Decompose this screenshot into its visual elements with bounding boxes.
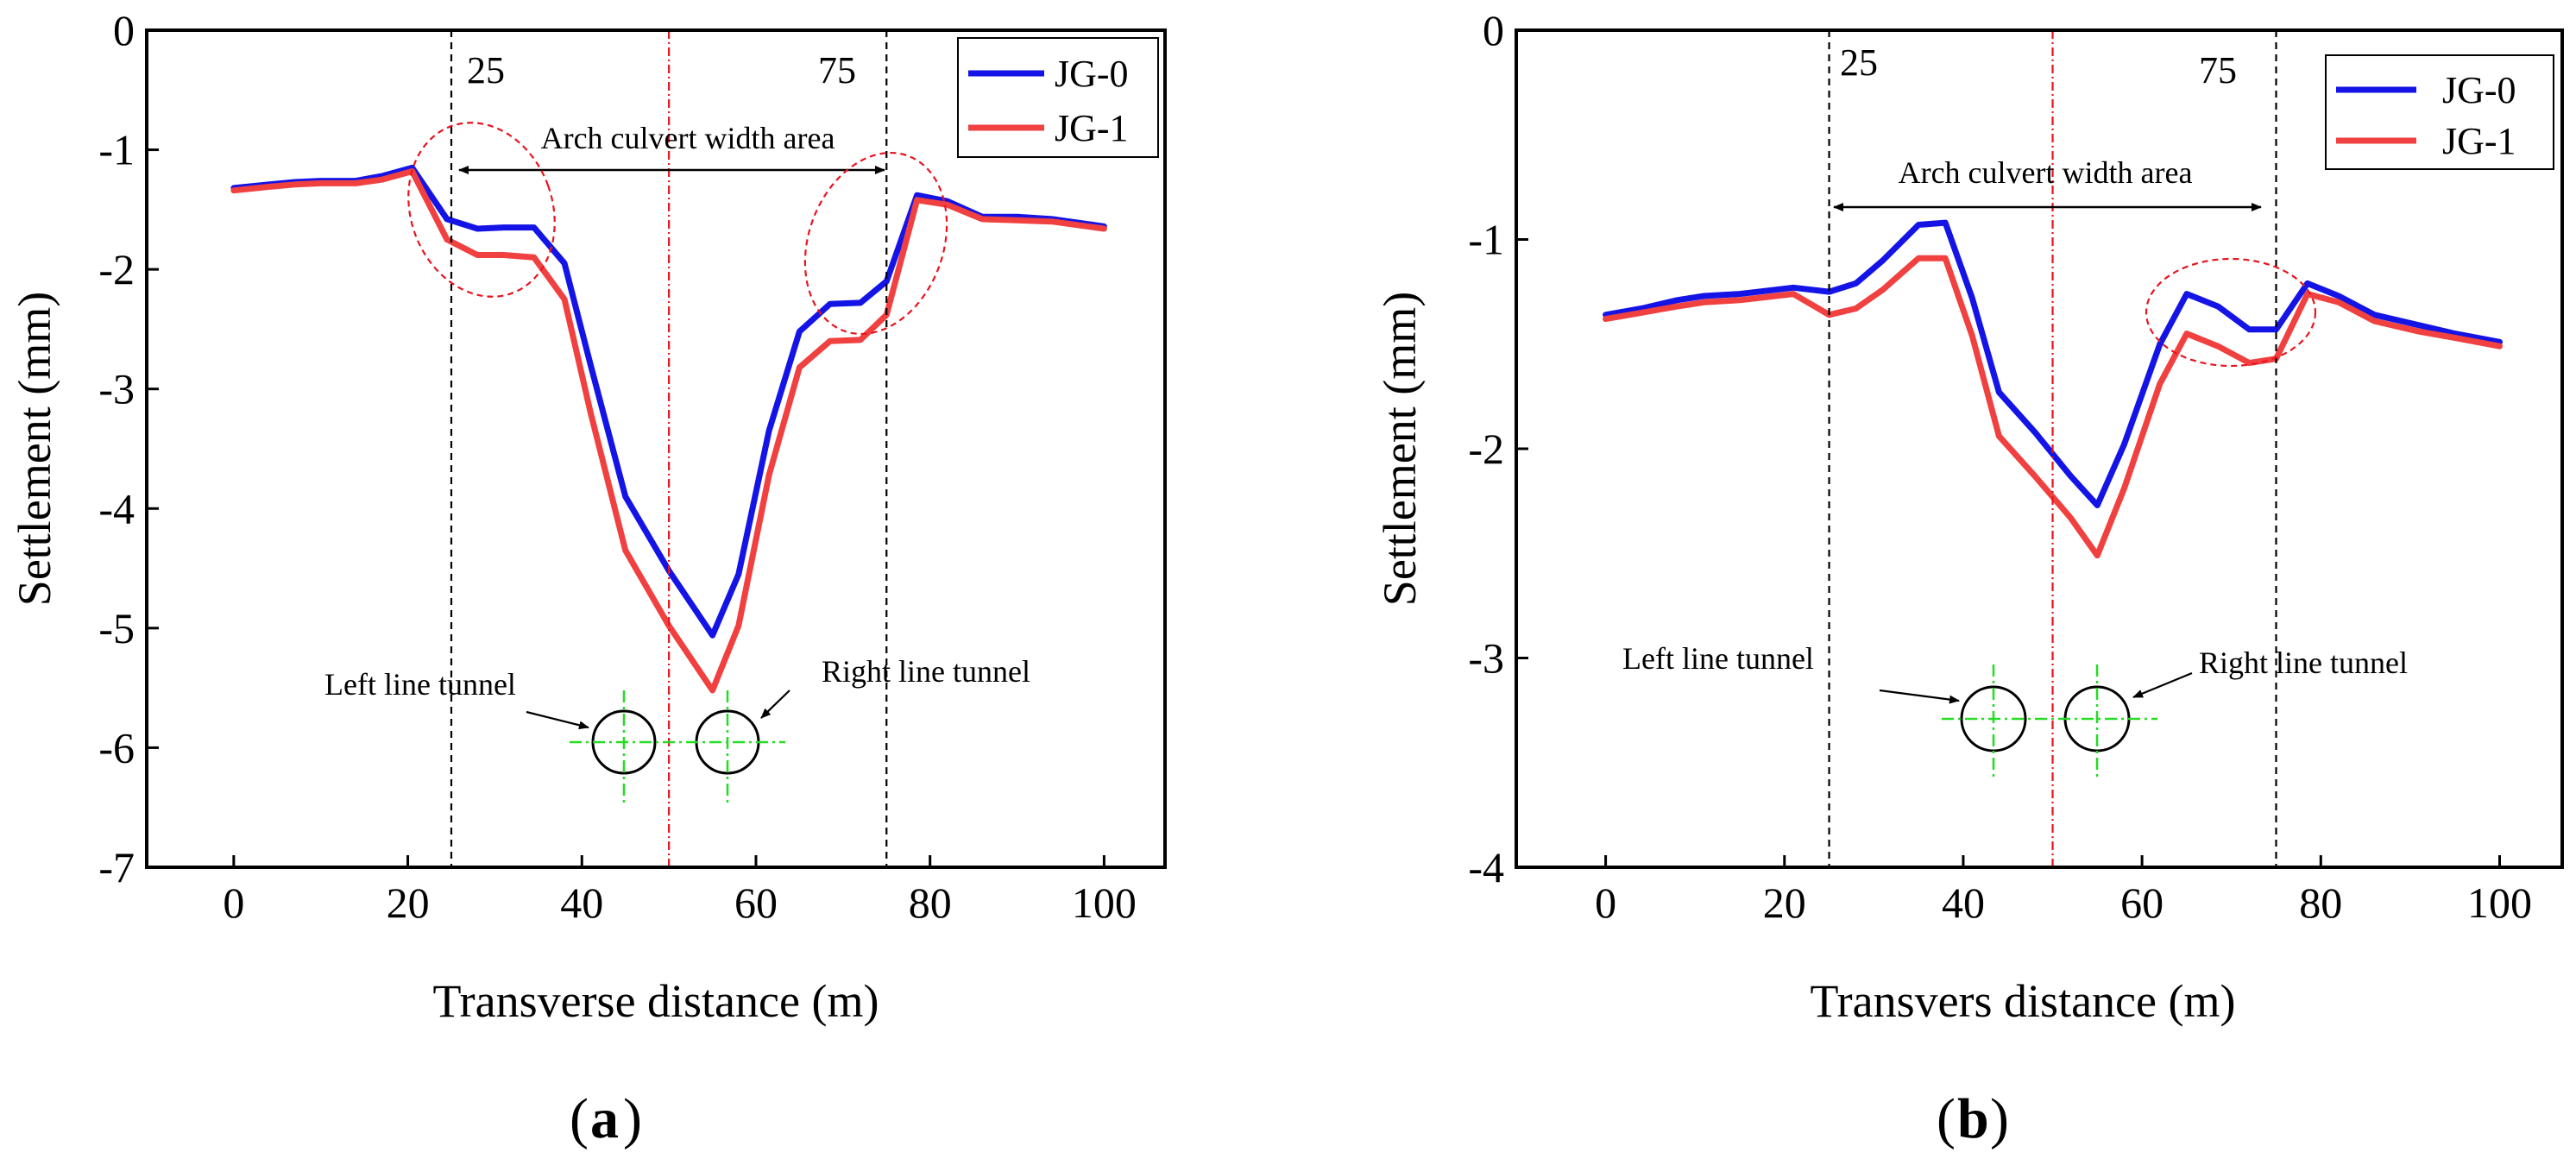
x-tick-label: 100 <box>2467 878 2532 927</box>
label-75: 75 <box>818 49 856 91</box>
y-tick-label: -3 <box>1468 634 1504 683</box>
svg-text:(: ( <box>570 1087 589 1150</box>
label-25: 25 <box>467 49 505 91</box>
y-tick-label: -3 <box>98 365 135 413</box>
y-axis-title: Settlement (mm) <box>9 292 60 606</box>
highlight-ellipse-left <box>407 122 556 298</box>
left-tunnel-label: Left line tunnel <box>1622 641 1814 676</box>
x-axis-title: Transverse distance (m) <box>433 975 879 1027</box>
left-tunnel-icon <box>1960 664 2027 781</box>
highlight-ellipse-right <box>803 151 948 336</box>
left-tunnel-arrow <box>1879 689 1960 704</box>
chart-panel-a: 0 20 40 60 80 100 0 -1 -2 -3 -4 -5 -6 -7 Transverse d… <box>9 6 1167 1150</box>
series-line-jg-1 <box>230 168 1107 694</box>
right-tunnel-arrow <box>2132 671 2193 699</box>
y-tick-label: -4 <box>1468 843 1504 891</box>
x-tick-label: 80 <box>2299 878 2342 927</box>
legend: JG-0 JG-1 <box>2325 54 2554 170</box>
plot-frame <box>145 28 1167 869</box>
label-75: 75 <box>2199 49 2237 91</box>
panel-label-b: ( b ) <box>1937 1087 2009 1150</box>
x-axis-title: Transvers distance (m) <box>1811 975 2236 1027</box>
x-tick-label: 60 <box>2120 878 2163 927</box>
right-tunnel-label: Right line tunnel <box>822 654 1030 689</box>
y-tick-label: -6 <box>98 723 135 771</box>
x-tick-label: 100 <box>1072 878 1137 927</box>
left-tunnel-icon <box>591 690 657 803</box>
y-tick-label: -1 <box>1468 216 1504 264</box>
x-tick-label: 0 <box>1595 878 1616 927</box>
x-tick-label: 0 <box>223 878 244 927</box>
x-tick-label: 60 <box>734 878 778 927</box>
legend: JG-0 JG-1 <box>957 37 1159 158</box>
chart-panel-b: 0 20 40 60 80 100 0 -1 -2 -3 -4 Transvers distance… <box>1374 6 2564 1150</box>
left-tunnel-arrow <box>526 710 589 730</box>
ticks-a: 0 20 40 60 80 100 0 -1 -2 -3 -4 -5 -6 -7 <box>98 6 1137 927</box>
x-tick-label: 80 <box>909 878 952 927</box>
y-tick-label: -2 <box>1468 425 1504 473</box>
series-line-jg-0 <box>1603 219 2503 508</box>
arch-width-label: Arch culvert width area <box>541 121 835 155</box>
panel-letter-a: a <box>590 1087 619 1150</box>
right-tunnel-label: Right line tunnel <box>2199 645 2408 680</box>
series-layer-a <box>230 164 1107 694</box>
legend-label-jg1: JG-1 <box>2442 120 2516 162</box>
legend-label-jg0: JG-0 <box>2442 69 2516 111</box>
legend-label-jg1: JG-1 <box>1055 107 1129 149</box>
legend-box <box>2325 54 2554 170</box>
ticks-b: 0 20 40 60 80 100 0 -1 -2 -3 -4 <box>1468 6 2532 927</box>
y-tick-label: -5 <box>98 604 135 652</box>
panel-letter-b: b <box>1957 1087 1989 1150</box>
y-tick-label: 0 <box>1483 6 1504 54</box>
y-tick-label: -2 <box>98 245 135 293</box>
highlight-ellipse <box>2145 257 2317 368</box>
x-tick-label: 40 <box>560 878 603 927</box>
y-tick-label: -1 <box>98 126 135 174</box>
arch-width-label: Arch culvert width area <box>1899 155 2193 190</box>
y-axis-title: Settlement (mm) <box>1374 292 1426 606</box>
y-tick-label: 0 <box>113 6 135 54</box>
svg-text:): ) <box>1990 1087 2009 1150</box>
right-tunnel-icon <box>695 690 760 803</box>
label-25: 25 <box>1840 41 1878 84</box>
y-tick-label: -7 <box>98 843 135 891</box>
legend-box <box>957 37 1159 158</box>
x-tick-label: 40 <box>1942 878 1985 927</box>
panel-label-a: ( a ) <box>570 1087 642 1150</box>
left-tunnel-label: Left line tunnel <box>324 667 516 702</box>
svg-text:): ) <box>623 1087 642 1150</box>
x-tick-label: 20 <box>387 878 430 927</box>
right-tunnel-arrow <box>760 690 790 719</box>
right-tunnel-icon <box>2063 664 2131 781</box>
legend-label-jg0: JG-0 <box>1055 53 1129 95</box>
y-tick-label: -4 <box>98 484 135 532</box>
x-tick-label: 20 <box>1763 878 1806 927</box>
svg-text:(: ( <box>1937 1087 1956 1150</box>
